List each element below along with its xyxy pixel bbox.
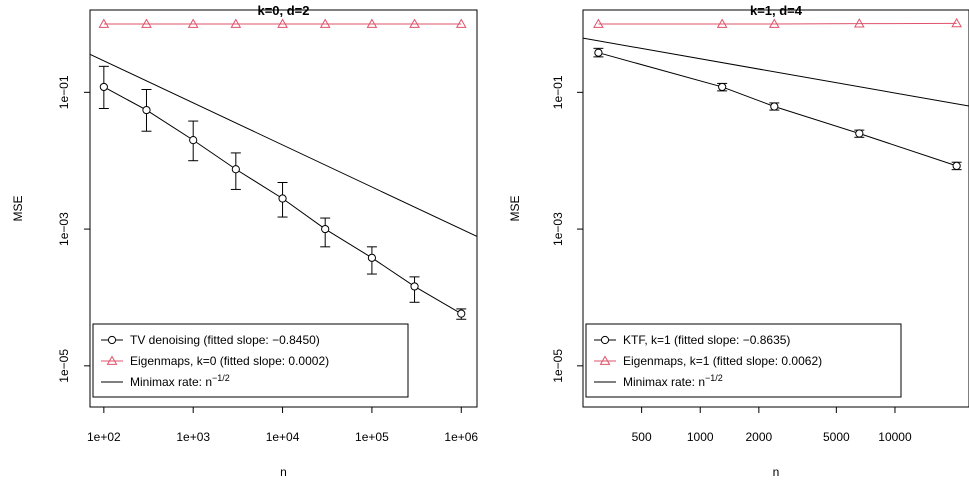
legend-label: KTF, k=1 (fitted slope: −0.8635) [623, 333, 790, 347]
data-point [141, 18, 152, 28]
legend-label: Eigenmaps, k=1 (fitted slope: 0.0062) [623, 354, 822, 368]
data-point [319, 18, 331, 28]
legend-label: TV denoising (fitted slope: −0.8450) [130, 333, 320, 347]
data-point [366, 18, 378, 28]
plot-frame [582, 9, 969, 408]
y-tick-label: 1e−05 [551, 349, 565, 383]
chart-title: k=1, d=4 [750, 3, 803, 18]
x-axis-label: n [280, 465, 287, 479]
legend-box [585, 323, 902, 398]
legend-marker [106, 355, 118, 365]
data-point [457, 309, 466, 318]
data-point [189, 136, 198, 145]
data-point [855, 129, 864, 138]
data-point [410, 282, 419, 291]
x-tick-label: 500 [632, 430, 652, 444]
data-point [231, 165, 240, 174]
series-2 [593, 17, 962, 28]
legend-label: Minimax rate: n−1/2 [623, 373, 723, 389]
data-point [99, 82, 108, 92]
y-tick-label: 1e−03 [551, 212, 565, 246]
chart-panel-2: k=1, d=4 500 1000 2000 5000 10000 1e−05 1e−03 1e… [508, 3, 969, 479]
data-point [594, 48, 603, 57]
legend-marker [599, 355, 611, 365]
data-point [716, 18, 728, 28]
series-1 [98, 65, 467, 320]
x-tick-label: 5000 [823, 430, 850, 444]
y-tick-label: 1e−03 [57, 212, 71, 246]
legend-marker [107, 335, 117, 345]
chart-panel-1: k=0, d=2 1e+02 1e+03 1e+04 1e+05 1e+06 1e−05 1e… [11, 3, 478, 479]
data-point [952, 161, 961, 170]
legend-entry: TV denoising (fitted slope: −0.8450) [101, 333, 320, 347]
data-point [853, 18, 865, 28]
legend-box [92, 323, 409, 398]
legend-marker [600, 335, 610, 345]
x-tick-label: 1e+06 [444, 430, 478, 444]
data-point [321, 224, 330, 234]
series-line [90, 53, 477, 237]
data-point [142, 105, 151, 115]
series-3 [583, 37, 969, 107]
series-2 [98, 18, 467, 28]
plot-area [90, 18, 477, 320]
series-line [598, 52, 957, 167]
y-tick-label: 1e−05 [57, 349, 71, 383]
data-point [770, 102, 779, 111]
data-point [187, 18, 199, 28]
legend-label: Eigenmaps, k=0 (fitted slope: 0.0002) [130, 354, 329, 368]
plot-area [583, 17, 969, 171]
x-axis-label: n [773, 465, 780, 479]
data-point [718, 82, 727, 92]
data-point [98, 18, 110, 28]
series-line [598, 22, 957, 25]
series-line [583, 37, 969, 107]
data-point [278, 194, 287, 203]
data-point [455, 18, 467, 28]
data-point [230, 18, 242, 28]
y-axis-label: MSE [11, 195, 25, 221]
legend-entry: Minimax rate: n−1/2 [594, 373, 723, 389]
series-3 [90, 53, 477, 237]
data-point [951, 17, 962, 28]
legend-entry: Eigenmaps, k=0 (fitted slope: 0.0002) [101, 354, 329, 368]
legend: TV denoising (fitted slope: −0.8450) Eige… [92, 323, 409, 398]
x-tick-label: 2000 [746, 430, 773, 444]
y-tick-label: 1e−01 [57, 75, 71, 109]
x-tick-label: 1000 [687, 430, 714, 444]
y-axis-label: MSE [508, 195, 522, 221]
data-point [367, 253, 377, 262]
x-tick-label: 1e+04 [266, 430, 300, 444]
x-tick-label: 10000 [878, 430, 912, 444]
legend-entry: Eigenmaps, k=1 (fitted slope: 0.0062) [594, 354, 822, 368]
data-point [768, 18, 780, 28]
legend-label: Minimax rate: n−1/2 [130, 373, 230, 389]
data-point [277, 18, 288, 28]
legend-entry: KTF, k=1 (fitted slope: −0.8635) [594, 333, 790, 347]
data-point [409, 18, 420, 28]
legend-entry: Minimax rate: n−1/2 [101, 373, 230, 389]
x-tick-label: 1e+02 [87, 430, 121, 444]
y-tick-label: 1e−01 [551, 75, 565, 109]
x-tick-label: 1e+03 [176, 430, 210, 444]
legend: KTF, k=1 (fitted slope: −0.8635) Eigenmap… [585, 323, 902, 398]
chart-title: k=0, d=2 [257, 3, 309, 18]
x-tick-label: 1e+05 [355, 430, 389, 444]
series-1 [593, 47, 962, 171]
data-point [593, 18, 604, 28]
plot-frame [89, 9, 478, 408]
